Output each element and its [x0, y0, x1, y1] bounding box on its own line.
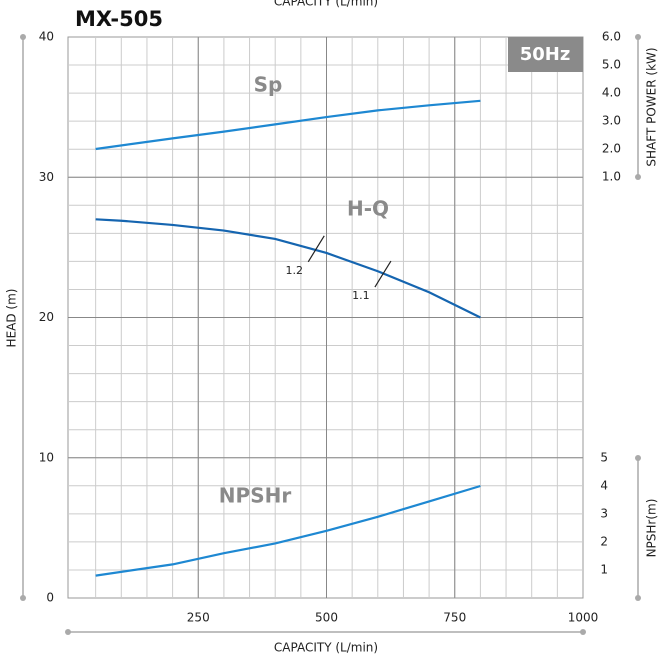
y3-tick-label: 3	[600, 507, 608, 521]
x-label: CAPACITY (L/min)	[274, 641, 378, 655]
chart-title: MX-505	[75, 7, 163, 31]
y-tick-label: 10	[39, 450, 54, 464]
annotation: 1.2	[285, 264, 303, 277]
axis-dot	[580, 629, 586, 635]
x-tick-label: 750	[443, 611, 466, 625]
annotation-tick	[307, 235, 325, 263]
y2-tick-label: 5.0	[602, 58, 621, 72]
annotation: 1.1	[352, 289, 370, 302]
axis-dot	[20, 34, 26, 40]
y3-label: NPSHr(m)	[645, 499, 659, 558]
curve	[95, 484, 481, 577]
y3-tick-label: 1	[600, 563, 608, 577]
series-label: Sp	[254, 73, 283, 97]
x-label-top: CAPACITY (L/min)	[274, 0, 378, 9]
x-tick-label: 250	[187, 611, 210, 625]
badge-box	[508, 37, 583, 72]
y2-tick-label: 6.0	[602, 30, 621, 44]
axis-dot	[65, 629, 71, 635]
x-tick-label: 1000	[568, 611, 599, 625]
y-tick-label: 40	[39, 30, 54, 44]
y2-tick-label: 3.0	[602, 114, 621, 128]
x-tick-label: 500	[315, 611, 338, 625]
y-tick-label: 20	[39, 310, 54, 324]
y3-tick-label: 5	[600, 451, 608, 465]
axis-dot	[635, 174, 641, 180]
y3-tick-label: 2	[600, 535, 608, 549]
series-label: H-Q	[347, 197, 389, 221]
y2-tick-label: 1.0	[602, 170, 621, 184]
y-label: HEAD (m)	[5, 289, 19, 348]
axis-dot	[635, 34, 641, 40]
annotation-tick	[374, 260, 392, 288]
axis-dot	[20, 595, 26, 601]
y2-tick-label: 2.0	[602, 142, 621, 156]
series-label: NPSHr	[219, 484, 292, 508]
y-tick-label: 30	[39, 170, 54, 184]
y2-label: SHAFT POWER (kW)	[645, 47, 659, 166]
axis-dot	[635, 595, 641, 601]
badge: 50Hz	[520, 44, 571, 65]
y2-tick-label: 4.0	[602, 86, 621, 100]
y3-tick-label: 4	[600, 479, 608, 493]
curve	[95, 99, 481, 151]
curve	[95, 218, 481, 319]
y-tick-label: 0	[46, 591, 54, 605]
axis-dot	[635, 455, 641, 461]
